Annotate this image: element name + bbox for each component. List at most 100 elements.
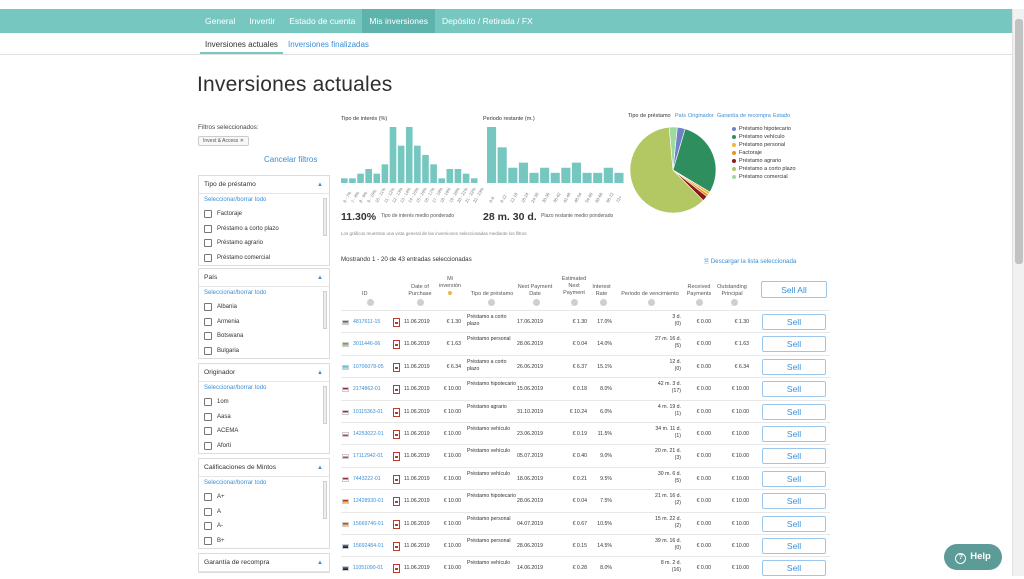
filter-option[interactable]: Bulgaria — [199, 344, 329, 359]
pie-tab-3[interactable]: Garantía de recompra — [717, 113, 771, 119]
filter-option[interactable]: Aforti — [199, 439, 329, 454]
checkbox[interactable] — [204, 239, 212, 248]
filter-option[interactable]: 1om — [199, 395, 329, 410]
checkbox[interactable] — [204, 536, 212, 545]
col-interest[interactable]: Interest Rate — [592, 284, 611, 297]
scrollbar-thumb[interactable] — [1015, 19, 1023, 264]
filter-option[interactable]: Préstamo comercial — [199, 251, 329, 266]
pdf-icon[interactable] — [393, 474, 400, 484]
cancel-filters-link[interactable]: Cancelar filtros — [264, 155, 318, 164]
col-received[interactable]: Received Payments — [686, 284, 712, 297]
sell-button[interactable]: Sell — [762, 314, 826, 330]
filter-option[interactable]: Factoraje — [199, 207, 329, 222]
col-outstanding[interactable]: Outstanding Principal — [717, 284, 747, 297]
filter-option[interactable]: A — [199, 505, 329, 520]
sell-button[interactable]: Sell — [762, 358, 826, 375]
facet-header[interactable]: Garantía de recompra ▲ — [199, 554, 329, 572]
help-button[interactable]: ? Help — [944, 544, 1002, 570]
filter-option[interactable]: Albania — [199, 300, 329, 315]
select-all-link[interactable]: Seleccionar/borrar todo — [204, 480, 267, 486]
checkbox[interactable] — [204, 412, 212, 421]
facet-header[interactable]: País ▲ — [199, 269, 329, 287]
sort-icon[interactable] — [488, 299, 495, 306]
chevron-up-icon[interactable]: ▲ — [317, 370, 323, 376]
loan-id-link[interactable]: 14253022-01 — [353, 430, 384, 437]
nav-item-2[interactable]: Estado de cuenta — [289, 16, 356, 26]
sell-all-button[interactable]: Sell All — [761, 281, 827, 298]
filter-option[interactable]: Armenia — [199, 315, 329, 330]
sell-button[interactable]: Sell — [762, 537, 826, 554]
checkbox[interactable] — [204, 493, 212, 502]
loan-id-link[interactable]: 3011446-06 — [353, 341, 381, 348]
sort-icon[interactable] — [696, 299, 703, 306]
select-all-link[interactable]: Seleccionar/borrar todo — [204, 290, 267, 296]
pdf-icon[interactable] — [393, 452, 400, 462]
filter-option[interactable]: A+ — [199, 490, 329, 505]
chevron-up-icon[interactable]: ▲ — [317, 275, 323, 281]
close-icon[interactable]: ✕ — [239, 138, 244, 144]
sort-icon[interactable] — [648, 299, 655, 306]
nav-item-0[interactable]: General — [205, 16, 236, 26]
pdf-icon[interactable] — [393, 362, 400, 372]
loan-id-link[interactable]: 10115363-01 — [353, 408, 384, 415]
facet-scrollbar[interactable] — [323, 198, 327, 236]
filter-option[interactable]: Préstamo a corto plazo — [199, 222, 329, 237]
pdf-icon[interactable] — [393, 318, 400, 327]
col-type[interactable]: Tipo de préstamo — [470, 291, 514, 297]
filter-option[interactable]: Botswana — [199, 329, 329, 344]
filter-option[interactable]: A- — [199, 519, 329, 534]
sell-button[interactable]: Sell — [762, 403, 826, 420]
facet-header[interactable]: Calificaciones de Mintos ▲ — [199, 459, 329, 477]
sell-button[interactable]: Sell — [762, 493, 826, 510]
sell-button[interactable]: Sell — [762, 470, 826, 487]
checkbox[interactable] — [204, 441, 212, 450]
checkbox[interactable] — [204, 317, 212, 326]
page-scrollbar[interactable] — [1012, 9, 1024, 576]
sell-button[interactable]: Sell — [762, 448, 826, 465]
tab-inversiones-finalizadas[interactable]: Inversiones finalizadas — [288, 40, 369, 49]
sort-icon[interactable] — [417, 299, 424, 306]
pie-tab-4[interactable]: Estado — [773, 113, 791, 119]
col-next-payment[interactable]: Next Payment Date — [517, 284, 553, 297]
filter-option[interactable]: B+ — [199, 534, 329, 549]
facet-scrollbar[interactable] — [323, 291, 327, 329]
sell-button[interactable]: Sell — [762, 425, 826, 442]
tab-inversiones-actuales[interactable]: Inversiones actuales — [200, 40, 283, 54]
facet-header[interactable]: Tipo de préstamo ▲ — [199, 176, 329, 194]
nav-item-1[interactable]: Invertir — [249, 16, 276, 26]
checkbox[interactable] — [204, 427, 212, 436]
loan-id-link[interactable]: 17112942-01 — [353, 453, 384, 460]
facet-scrollbar[interactable] — [323, 481, 327, 519]
col-est-payment[interactable]: Estimated Next Payment — [561, 276, 587, 296]
loan-id-link[interactable]: 15692484-01 — [353, 542, 384, 549]
select-all-link[interactable]: Seleccionar/borrar todo — [204, 385, 267, 391]
checkbox[interactable] — [204, 210, 212, 219]
loan-id-link[interactable]: 11051090-01 — [353, 565, 384, 572]
col-maturity[interactable]: Periodo de vencimiento — [621, 291, 679, 297]
chevron-up-icon[interactable]: ▲ — [317, 465, 323, 471]
checkbox[interactable] — [204, 253, 212, 262]
pie-tab-1[interactable]: País — [675, 113, 687, 119]
checkbox[interactable] — [204, 522, 212, 531]
pie-tab-2[interactable]: Originador — [688, 113, 714, 119]
checkbox[interactable] — [204, 507, 212, 516]
pie-tab-0[interactable]: Tipo de préstamo — [628, 113, 671, 119]
facet-header[interactable]: Originador ▲ — [199, 364, 329, 382]
facet-scrollbar[interactable] — [323, 386, 327, 424]
sort-icon[interactable] — [367, 299, 374, 306]
sort-icon[interactable] — [600, 299, 607, 306]
sell-button[interactable]: Sell — [762, 515, 826, 532]
pdf-icon[interactable] — [393, 497, 400, 507]
col-id[interactable]: ID — [362, 291, 368, 297]
pdf-icon[interactable] — [393, 519, 400, 529]
checkbox[interactable] — [204, 332, 212, 341]
loan-id-link[interactable]: 4817611-15 — [353, 319, 381, 325]
nav-item-3[interactable]: Mis inversiones — [362, 9, 435, 33]
filter-option[interactable]: ACEMA — [199, 424, 329, 439]
download-list-link[interactable]: 🗎 Descargar la lista seleccionada — [704, 256, 796, 267]
sort-icon[interactable] — [533, 299, 540, 306]
sell-button[interactable]: Sell — [762, 560, 826, 577]
loan-id-link[interactable]: 2174862-01 — [353, 386, 381, 393]
pdf-icon[interactable] — [393, 407, 400, 417]
loan-id-link[interactable]: 10706078-05 — [353, 363, 384, 370]
